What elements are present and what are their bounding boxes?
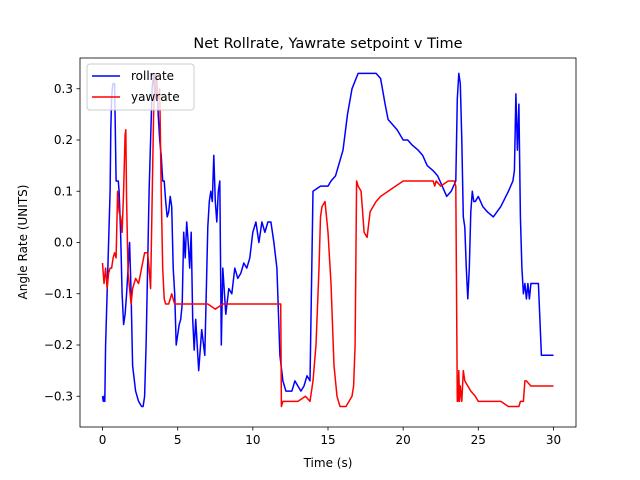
series-line-rollrate: [101, 72, 554, 408]
legend-label-yawrate: yawrate: [131, 90, 180, 104]
x-tick-label: 20: [396, 433, 411, 447]
y-tick-label: 0.3: [54, 82, 73, 96]
legend-label-rollrate: rollrate: [131, 69, 174, 83]
series-line-yawrate: [101, 72, 554, 408]
x-tick-label: 25: [471, 433, 486, 447]
y-tick-label: 0.1: [54, 184, 73, 198]
x-tick-label: 5: [174, 433, 182, 447]
chart-title: Net Rollrate, Yawrate setpoint v Time: [193, 36, 462, 52]
y-axis-ticks: −0.3 −0.2 −0.1 0.0 0.1 0.2 0.3: [44, 82, 80, 403]
x-axis-label: Time (s): [303, 456, 353, 470]
legend: rollrate yawrate: [86, 63, 195, 111]
y-tick-label: 0.2: [54, 133, 73, 147]
x-tick-label: 30: [546, 433, 561, 447]
y-tick-label: −0.2: [44, 338, 73, 352]
x-tick-label: 10: [245, 433, 260, 447]
plot-area: [79, 57, 577, 428]
x-tick-label: 0: [99, 433, 107, 447]
y-tick-label: −0.1: [44, 287, 73, 301]
y-tick-label: 0.0: [54, 236, 73, 250]
x-axis-ticks: 0 5 10 15 20 25 30: [99, 427, 561, 447]
x-tick-label: 15: [320, 433, 335, 447]
y-tick-label: −0.3: [44, 389, 73, 403]
y-axis-label: Angle Rate (UNITS): [16, 185, 30, 300]
